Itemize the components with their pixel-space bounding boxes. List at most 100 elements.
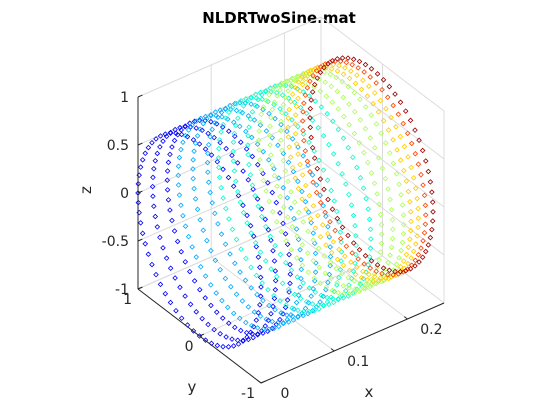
data-point bbox=[297, 104, 304, 111]
data-point bbox=[317, 69, 324, 76]
data-point bbox=[350, 154, 356, 161]
data-point bbox=[294, 274, 301, 280]
data-point bbox=[292, 175, 299, 181]
data-point bbox=[363, 104, 369, 110]
data-point bbox=[323, 64, 329, 71]
data-point bbox=[205, 150, 211, 157]
data-point bbox=[321, 69, 328, 75]
data-point bbox=[253, 243, 260, 250]
data-point bbox=[263, 97, 269, 104]
data-point bbox=[257, 302, 263, 308]
data-point bbox=[380, 265, 387, 271]
data-point bbox=[339, 270, 346, 277]
data-point bbox=[171, 137, 178, 144]
data-point bbox=[233, 178, 239, 185]
data-point bbox=[300, 219, 306, 225]
data-point bbox=[291, 199, 298, 205]
data-point bbox=[295, 307, 301, 314]
data-point bbox=[271, 292, 277, 299]
data-point bbox=[165, 197, 172, 203]
data-point bbox=[379, 165, 386, 171]
data-point bbox=[310, 257, 317, 264]
data-point bbox=[260, 177, 267, 184]
data-point bbox=[408, 140, 415, 147]
data-point bbox=[230, 158, 237, 164]
data-point bbox=[175, 182, 182, 188]
data-point bbox=[197, 264, 204, 270]
grid-line bbox=[137, 160, 322, 242]
data-point bbox=[328, 187, 334, 194]
data-point bbox=[312, 269, 319, 275]
data-point bbox=[308, 134, 314, 141]
data-point bbox=[327, 259, 334, 266]
data-point bbox=[265, 287, 271, 293]
data-point bbox=[407, 236, 413, 242]
data-point bbox=[397, 157, 404, 163]
data-point bbox=[324, 177, 331, 183]
data-point bbox=[208, 247, 214, 254]
data-point bbox=[305, 299, 312, 306]
x-tick-label: 0 bbox=[281, 386, 290, 402]
data-point bbox=[235, 192, 242, 199]
data-point bbox=[393, 124, 399, 130]
data-point bbox=[184, 133, 191, 140]
data-point bbox=[308, 293, 314, 299]
data-point bbox=[278, 310, 284, 316]
data-point bbox=[212, 210, 218, 217]
data-point bbox=[292, 112, 299, 118]
data-point bbox=[298, 275, 304, 282]
data-point bbox=[248, 101, 254, 107]
data-point bbox=[249, 153, 256, 160]
data-point bbox=[200, 120, 207, 127]
data-point bbox=[289, 313, 296, 320]
data-point bbox=[283, 238, 289, 244]
data-point bbox=[343, 243, 350, 249]
data-point bbox=[271, 258, 278, 264]
data-point bbox=[377, 249, 384, 255]
data-point bbox=[284, 297, 291, 303]
data-point bbox=[352, 80, 359, 87]
data-point bbox=[358, 86, 365, 93]
data-point bbox=[407, 199, 413, 205]
data-point bbox=[299, 172, 306, 178]
data-point bbox=[412, 263, 418, 269]
data-point bbox=[379, 231, 385, 237]
data-point bbox=[139, 157, 146, 163]
data-point bbox=[400, 212, 407, 218]
data-point bbox=[373, 80, 379, 86]
data-point bbox=[223, 145, 229, 152]
data-point bbox=[185, 127, 192, 133]
z-tick-label: 0 bbox=[120, 186, 129, 202]
data-point bbox=[367, 226, 374, 233]
data-point bbox=[250, 323, 257, 330]
data-point bbox=[334, 88, 341, 95]
data-point bbox=[257, 249, 264, 255]
data-point bbox=[205, 321, 211, 328]
data-point bbox=[357, 96, 363, 103]
data-point bbox=[190, 157, 196, 163]
data-point bbox=[263, 88, 269, 94]
data-point bbox=[325, 60, 331, 67]
data-point bbox=[317, 199, 324, 206]
data-point bbox=[334, 256, 341, 263]
data-point bbox=[157, 234, 163, 241]
data-point bbox=[254, 325, 261, 331]
data-point bbox=[180, 212, 186, 219]
data-point bbox=[387, 196, 393, 203]
data-point bbox=[220, 121, 226, 128]
data-point bbox=[311, 81, 318, 88]
data-point bbox=[421, 230, 428, 236]
data-point bbox=[258, 328, 265, 334]
data-point bbox=[193, 309, 200, 315]
data-point bbox=[403, 178, 410, 184]
data-point bbox=[299, 262, 306, 269]
data-point bbox=[255, 254, 262, 260]
data-point bbox=[209, 200, 215, 206]
data-point bbox=[308, 219, 314, 226]
data-point bbox=[408, 218, 414, 225]
data-point bbox=[272, 277, 279, 284]
data-point bbox=[378, 278, 385, 285]
data-point bbox=[373, 121, 380, 127]
data-point bbox=[268, 114, 274, 121]
data-point bbox=[366, 254, 373, 260]
